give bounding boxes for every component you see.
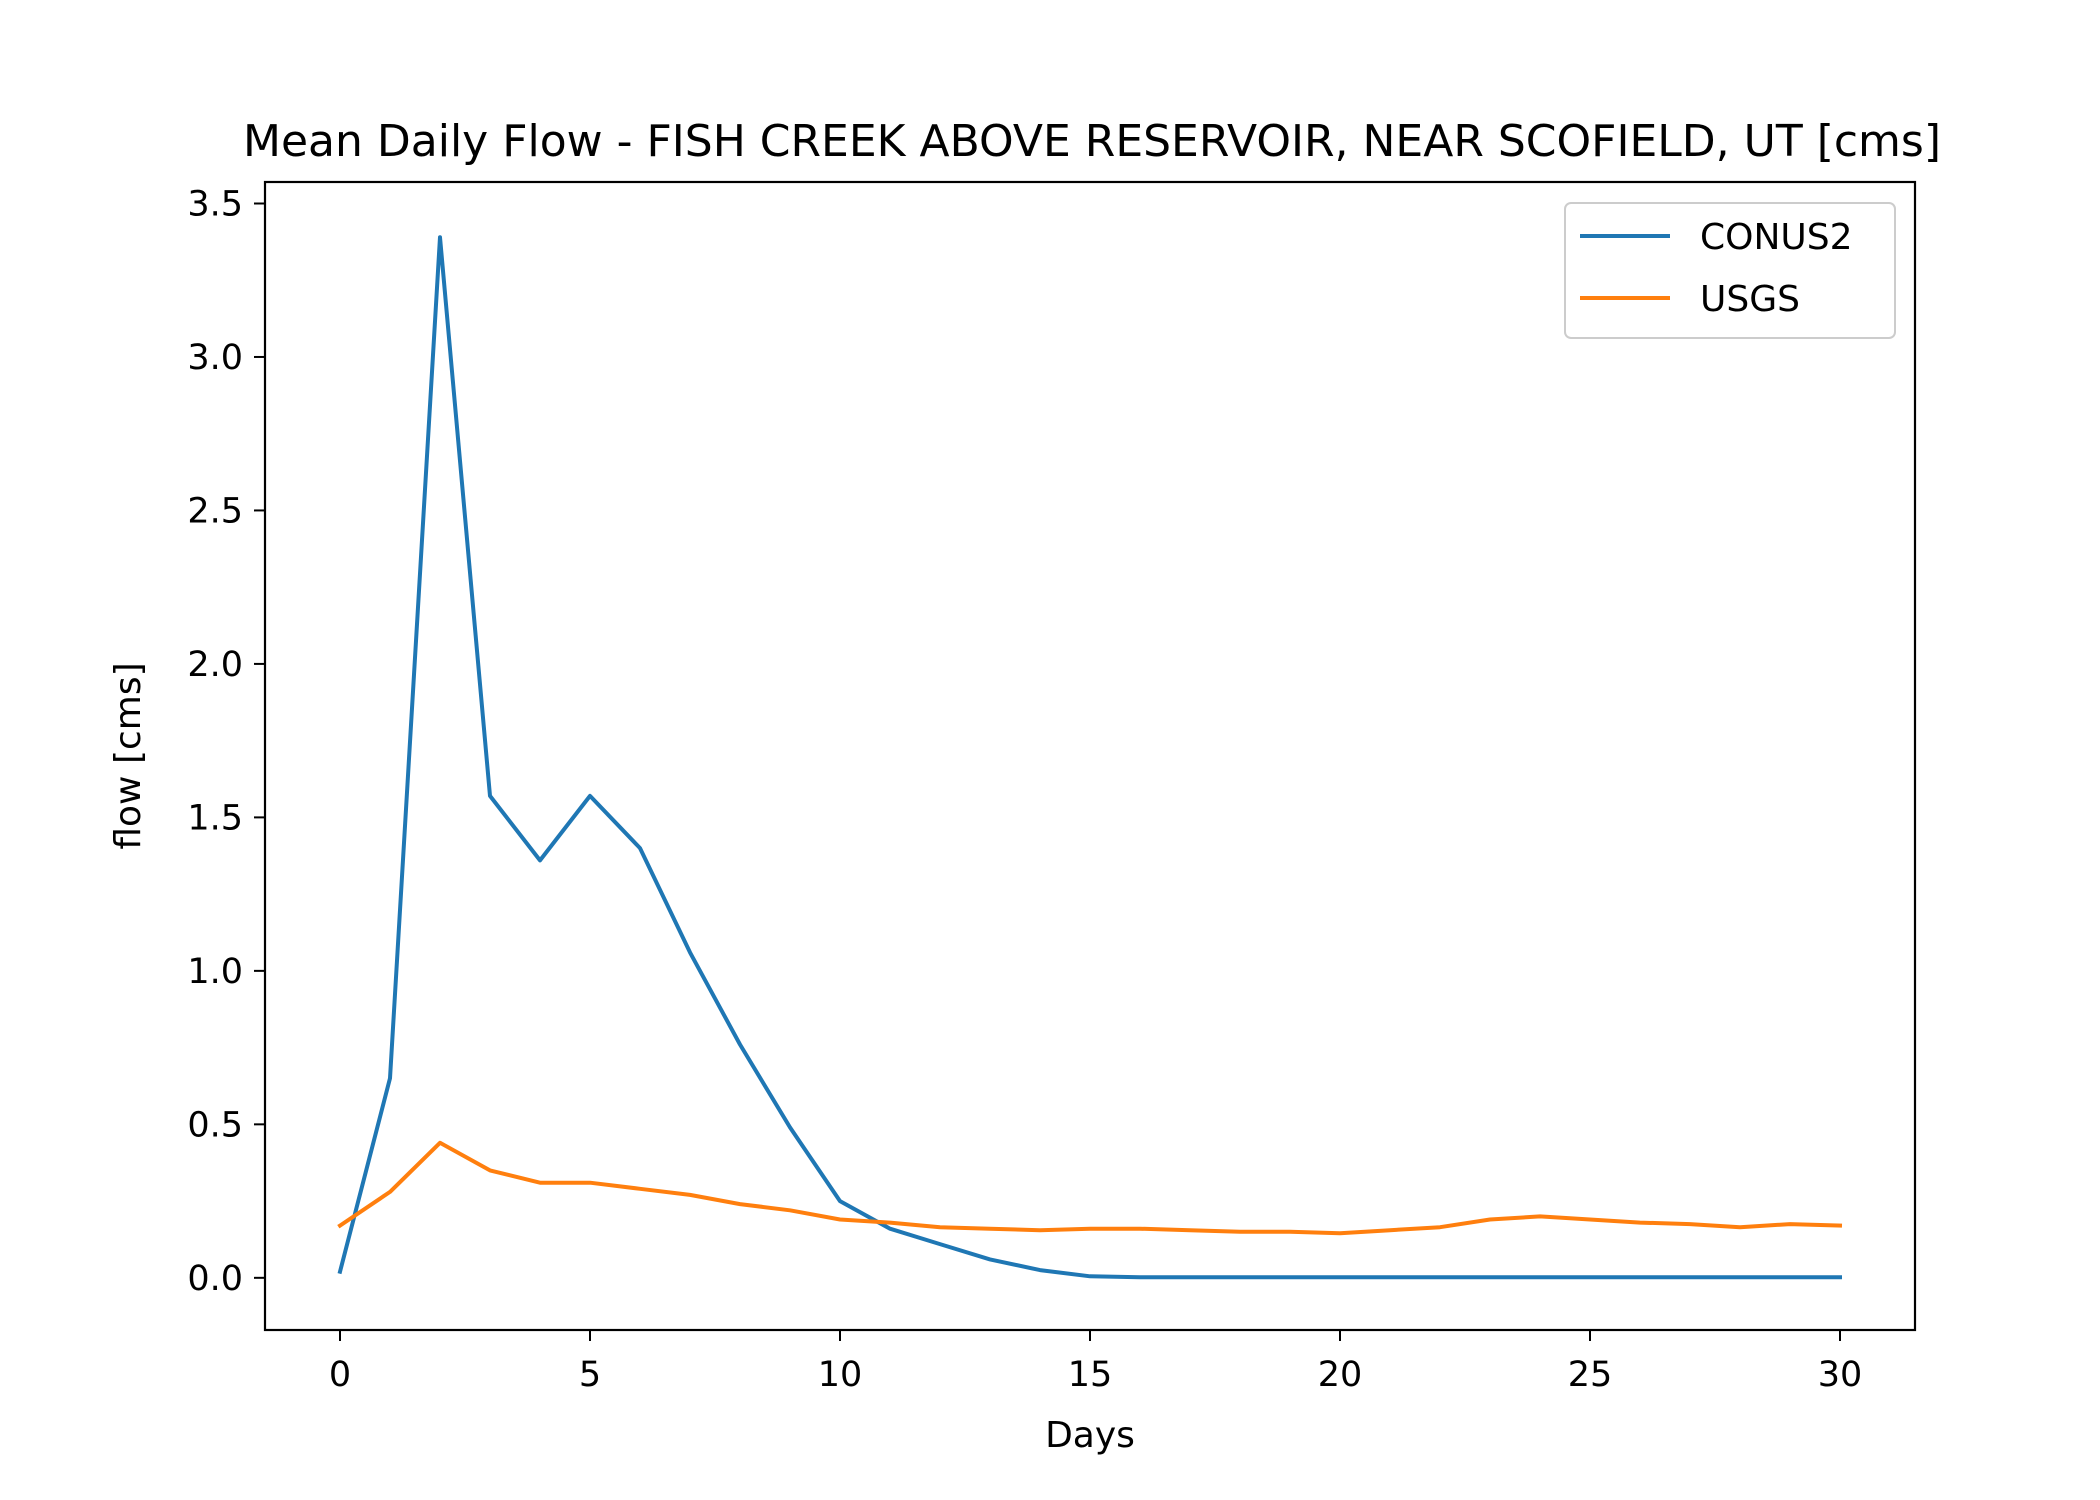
- chart-title: Mean Daily Flow - FISH CREEK ABOVE RESER…: [243, 116, 1941, 167]
- x-tick-label: 5: [579, 1355, 601, 1395]
- x-tick-label: 0: [329, 1355, 351, 1395]
- y-tick-label: 1.0: [187, 952, 243, 992]
- legend: CONUS2 USGS: [1564, 202, 1896, 339]
- y-tick-label: 2.5: [187, 491, 243, 531]
- y-tick-label: 0.0: [187, 1259, 243, 1299]
- x-tick-label: 15: [1068, 1355, 1113, 1395]
- x-tick-label: 25: [1568, 1355, 1613, 1395]
- axes-frame: [263, 180, 1917, 1332]
- y-tick-label: 3.5: [187, 184, 243, 224]
- series-lines: [337, 235, 1843, 1280]
- y-axis-label: flow [cms]: [108, 662, 149, 849]
- x-axis-label: Days: [1045, 1415, 1135, 1456]
- y-tick-label: 3.0: [187, 338, 243, 378]
- series-line-usgs: [337, 1140, 1843, 1236]
- legend-label-conus2: CONUS2: [1700, 217, 1853, 258]
- x-tick-label: 20: [1318, 1355, 1363, 1395]
- series-line-conus2: [337, 235, 1842, 1280]
- y-tick-label: 2.0: [187, 645, 243, 685]
- x-tick-label: 30: [1818, 1355, 1863, 1395]
- x-axis-ticks: 0 5 10 15 20 25 30: [329, 1330, 1862, 1395]
- x-tick-label: 10: [818, 1355, 863, 1395]
- y-tick-label: 1.5: [187, 798, 243, 838]
- y-tick-label: 0.5: [187, 1105, 243, 1145]
- legend-label-usgs: USGS: [1700, 279, 1800, 320]
- y-axis-ticks: 0.0 0.5 1.0 1.5 2.0 2.5 3.0 3.5: [187, 184, 265, 1299]
